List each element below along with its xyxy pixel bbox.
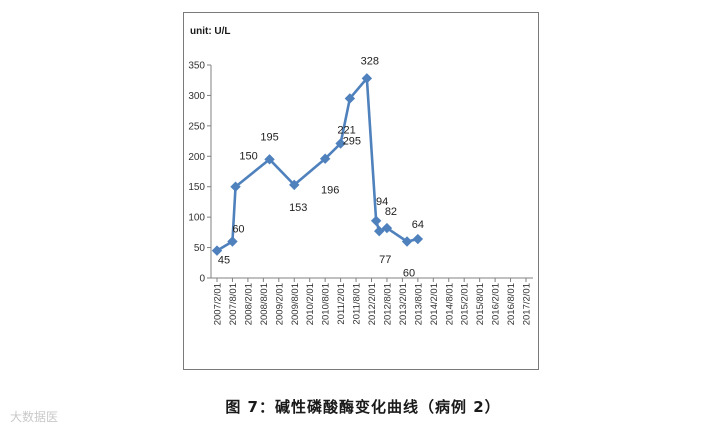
x-tick-label: 2012/8/01 [382,283,393,325]
x-tick-label: 2011/2/01 [336,283,347,325]
unit-label: unit: U/L [190,26,231,37]
x-tick-label: 2012/2/01 [367,283,378,325]
data-point-marker [289,179,300,191]
data-point-marker [370,215,382,227]
data-label: 295 [343,135,361,147]
y-tick-label: 50 [194,243,206,254]
data-point-marker [230,181,241,192]
data-label: 82 [385,206,397,218]
data-label: 60 [232,223,244,235]
x-tick-label: 2014/8/01 [444,283,455,325]
chart-frame: unit: U/L 0 50 100 150 200 250 300 350 2007/2/0… [183,12,539,370]
x-tick-label: 2009/8/01 [290,283,301,325]
watermark: 大数据医 [10,410,59,424]
data-point-marker [381,222,393,234]
y-tick-label: 0 [199,274,205,285]
x-tick-label: 2010/2/01 [305,283,316,325]
x-tick-label: 2014/2/01 [429,283,440,325]
data-point-marker [374,225,385,237]
data-label: 94 [376,196,388,208]
data-point-marker [211,245,223,256]
data-point-marker [401,236,413,247]
x-tick-label: 2013/8/01 [413,283,424,325]
data-point-marker [412,233,424,245]
data-label: 60 [403,267,415,279]
x-tick-label: 2008/2/01 [243,283,254,325]
data-label: 195 [260,131,278,143]
data-label: 77 [379,254,391,266]
x-tick-label: 2017/2/01 [522,283,533,325]
data-point-marker [361,73,373,84]
x-tick-label: 2016/8/01 [506,283,517,325]
data-label: 150 [239,151,257,163]
alp-line-chart: unit: U/L 0 50 100 150 200 250 300 350 2007/2/0… [188,26,533,325]
figure-caption: 图 7：碱性磷酸酶变化曲线（病例 2） [225,398,501,416]
y-tick-label: 350 [188,61,205,72]
y-tick-label: 300 [188,91,205,102]
x-tick-label: 2016/2/01 [491,283,502,325]
y-tick-label: 250 [188,121,205,132]
data-label: 328 [361,55,379,67]
data-label: 196 [321,185,339,197]
data-point-marker [344,93,356,104]
data-label: 153 [289,202,307,214]
y-tick-label: 200 [188,152,205,163]
x-tick-label: 2013/2/01 [398,283,409,325]
data-point-marker [335,138,346,149]
y-tick-label: 150 [188,182,205,193]
data-label: 221 [337,125,355,137]
data-point-marker [227,236,238,247]
x-tick-label: 2015/8/01 [475,283,486,325]
x-tick-label: 2007/2/01 [213,283,224,325]
x-tick-label: 2009/2/01 [274,283,285,325]
x-tick-label: 2010/8/01 [321,283,332,325]
y-tick-label: 100 [188,213,205,224]
data-point-marker [319,153,331,164]
data-label: 45 [218,255,230,267]
x-tick-label: 2007/8/01 [228,283,239,325]
x-tick-label: 2015/2/01 [460,283,471,325]
data-point-marker [264,154,275,165]
x-tick-label: 2011/8/01 [352,283,363,325]
data-label: 64 [412,219,424,231]
x-tick-label: 2008/8/01 [259,283,270,325]
